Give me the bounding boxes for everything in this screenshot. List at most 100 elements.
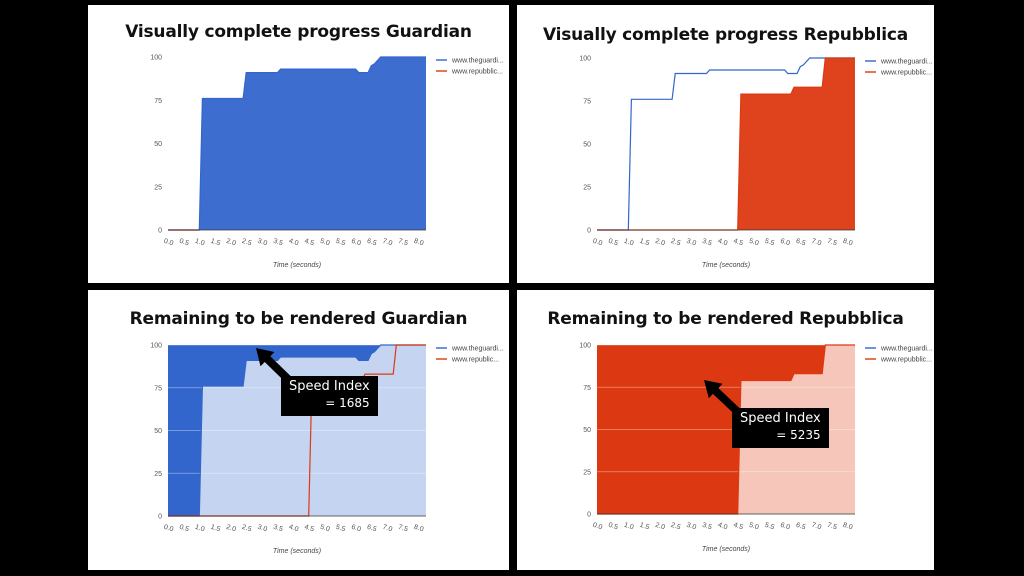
x-tick-label: 1.5 bbox=[210, 238, 222, 248]
speed-index-value: = 5235 bbox=[776, 428, 821, 442]
legend-label: www.theguardi... bbox=[451, 58, 504, 65]
x-tick-label: 4.5 bbox=[303, 238, 315, 248]
x-tick-label: 8.0 bbox=[413, 524, 425, 534]
chart-title: Visually complete progress Repubblica bbox=[542, 25, 909, 45]
x-tick-label: 3.0 bbox=[257, 524, 269, 534]
y-tick-label: 100 bbox=[150, 55, 162, 62]
speed-index-value: = 1685 bbox=[325, 396, 370, 410]
x-tick-label: 5.0 bbox=[748, 522, 760, 532]
x-tick-label: 0.5 bbox=[607, 238, 619, 248]
y-tick-label: 25 bbox=[154, 184, 162, 191]
x-tick-label: 1.0 bbox=[194, 238, 206, 248]
chart-plot: 0 25 50 75 100 0.0 0.5 1.0 1.5 2.0 2.5 3.0 3.5 4.0 4.5… bbox=[150, 55, 504, 270]
y-tick-label: 50 bbox=[154, 141, 162, 148]
chart-panel-guardian-progress: Visually complete progress Guardian 0 25 5… bbox=[88, 5, 509, 283]
y-tick-label: 50 bbox=[583, 142, 591, 149]
x-tick-label: 1.0 bbox=[194, 524, 206, 534]
x-tick-label: 1.0 bbox=[623, 238, 635, 248]
x-tick-label: 0.0 bbox=[163, 238, 175, 248]
x-tick-label: 4.5 bbox=[732, 238, 744, 248]
x-tick-label: 6.5 bbox=[795, 238, 807, 248]
x-tick-label: 6.5 bbox=[366, 524, 378, 534]
x-tick-label: 3.0 bbox=[257, 238, 269, 248]
x-tick-label: 7.0 bbox=[811, 238, 823, 248]
y-tick-label: 0 bbox=[587, 512, 591, 519]
speed-index-label: Speed Index bbox=[289, 379, 370, 394]
x-tick-label: 5.5 bbox=[764, 238, 776, 248]
y-tick-label: 0 bbox=[158, 228, 162, 235]
x-tick-label: 3.0 bbox=[686, 238, 698, 248]
x-axis-label: Time (seconds) bbox=[273, 548, 321, 555]
callout-arrow bbox=[704, 380, 742, 416]
chart-title: Visually complete progress Guardian bbox=[125, 22, 472, 42]
x-tick-label: 2.0 bbox=[654, 238, 666, 248]
callout-arrow bbox=[256, 348, 294, 385]
x-tick-label: 3.5 bbox=[272, 524, 284, 534]
x-tick-label: 4.0 bbox=[717, 238, 729, 248]
x-tick-label: 3.5 bbox=[272, 238, 284, 248]
x-tick-label: 6.0 bbox=[350, 238, 362, 248]
x-tick-label: 6.0 bbox=[779, 522, 791, 532]
y-tick-label: 75 bbox=[583, 385, 591, 392]
x-tick-label: 7.5 bbox=[397, 238, 409, 248]
speed-index-callout: Speed Index = 5235 bbox=[732, 408, 829, 448]
series-area bbox=[597, 58, 855, 230]
speed-index-callout: Speed Index = 1685 bbox=[281, 376, 378, 416]
x-tick-label: 7.0 bbox=[811, 522, 823, 532]
series-line bbox=[168, 56, 426, 231]
y-tick-label: 0 bbox=[158, 514, 162, 521]
x-tick-label: 3.5 bbox=[701, 522, 713, 532]
series-line bbox=[168, 344, 426, 517]
x-tick-label: 2.0 bbox=[225, 524, 237, 534]
x-tick-label: 3.0 bbox=[686, 522, 698, 532]
x-tick-label: 7.5 bbox=[826, 238, 838, 248]
x-tick-label: 8.0 bbox=[842, 522, 854, 532]
legend-label: www.theguardi... bbox=[451, 346, 504, 353]
x-tick-label: 8.0 bbox=[842, 238, 854, 248]
x-axis-label: Time (seconds) bbox=[702, 546, 750, 553]
chart-panel-guardian-remaining: Remaining to be rendered Guardian 0 25 50 7… bbox=[88, 290, 509, 570]
x-tick-label: 1.5 bbox=[639, 238, 651, 248]
x-tick-label: 7.0 bbox=[382, 238, 394, 248]
legend-label: www.theguardi... bbox=[880, 59, 933, 66]
x-tick-label: 0.0 bbox=[163, 524, 175, 534]
y-tick-label: 50 bbox=[154, 428, 162, 435]
x-tick-label: 0.0 bbox=[592, 238, 604, 248]
x-tick-label: 0.5 bbox=[607, 522, 619, 532]
x-tick-label: 0.5 bbox=[178, 238, 190, 248]
chart-plot: 0 25 50 75 100 0.0 0.5 1.0 1.5 2.0 2.5 3.0 3.5 4.0 4.5… bbox=[579, 343, 933, 554]
x-axis-label: Time (seconds) bbox=[702, 262, 750, 269]
y-tick-label: 50 bbox=[583, 427, 591, 434]
x-tick-label: 6.0 bbox=[779, 238, 791, 248]
chart-plot: 0 25 50 75 100 0.0 0.5 1.0 1.5 2.0 2.5 3.0 3.5 4.0 4.5… bbox=[579, 56, 933, 270]
x-tick-label: 5.0 bbox=[319, 238, 331, 248]
y-tick-label: 0 bbox=[587, 228, 591, 235]
legend-label: www.repubblic... bbox=[451, 69, 503, 76]
chart-title: Remaining to be rendered Guardian bbox=[129, 309, 468, 329]
y-tick-label: 100 bbox=[150, 343, 162, 350]
chart-panel-repubblica-progress: Visually complete progress Repubblica 0 2… bbox=[517, 5, 934, 283]
y-tick-label: 100 bbox=[579, 343, 591, 350]
x-tick-label: 6.5 bbox=[366, 238, 378, 248]
chart-panel-repubblica-remaining: Remaining to be rendered Repubblica 0 25 5… bbox=[517, 290, 934, 570]
series-area bbox=[168, 57, 426, 230]
x-tick-label: 5.5 bbox=[764, 522, 776, 532]
x-tick-label: 4.5 bbox=[303, 524, 315, 534]
x-tick-label: 0.5 bbox=[178, 524, 190, 534]
x-tick-label: 5.5 bbox=[335, 524, 347, 534]
series-line bbox=[597, 57, 855, 231]
y-tick-label: 100 bbox=[579, 56, 591, 63]
x-tick-label: 4.0 bbox=[717, 522, 729, 532]
remaining-complement-area bbox=[597, 345, 855, 514]
x-tick-label: 3.5 bbox=[701, 238, 713, 248]
x-tick-label: 7.5 bbox=[826, 522, 838, 532]
x-tick-label: 2.5 bbox=[670, 522, 682, 532]
x-tick-label: 1.5 bbox=[639, 522, 651, 532]
x-tick-label: 2.0 bbox=[654, 522, 666, 532]
x-tick-label: 5.0 bbox=[319, 524, 331, 534]
x-tick-label: 4.0 bbox=[288, 238, 300, 248]
legend-label: www.theguardi... bbox=[880, 346, 933, 353]
y-tick-label: 75 bbox=[583, 99, 591, 106]
x-tick-label: 1.5 bbox=[210, 524, 222, 534]
speed-index-label: Speed Index bbox=[740, 411, 821, 426]
